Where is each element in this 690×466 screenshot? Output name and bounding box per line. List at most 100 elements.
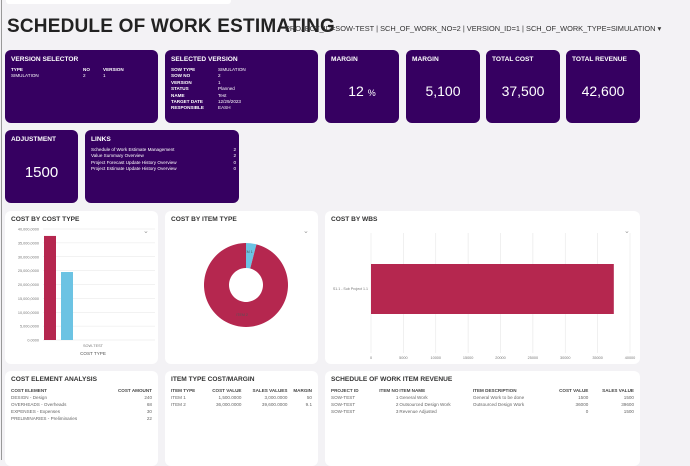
kpi-value: 12 % [348, 83, 376, 99]
address-bar[interactable] [6, 0, 231, 4]
table-row[interactable]: SOW-TEST 1 General Work General Work to be … [331, 394, 634, 400]
kpi-unit: % [367, 88, 376, 98]
kpi-value: 5,100 [425, 83, 461, 99]
selected-version-card: SELECTED VERSION SOW TYPE SIMULATION SOW N… [165, 50, 318, 123]
chevron-down-icon[interactable]: ⌄ [624, 228, 630, 235]
card-title: LINKS [91, 136, 111, 143]
table-row[interactable]: DESIGN - Design 240 [11, 394, 152, 400]
link-item[interactable]: Project Estimate Update History Overview… [91, 166, 236, 172]
version-row[interactable]: SIMULATION 2 1 [11, 73, 106, 79]
donut-slice[interactable] [204, 243, 288, 327]
x-tick-label: 15000 [463, 356, 474, 360]
table-header: ITEM TYPE COST VALUE SALES VALUES MARGIN [171, 387, 312, 393]
card-title: SCHEDULE OF WORK ITEM REVENUE [331, 376, 453, 383]
adjustment-card: ADJUSTMENT 1500 [5, 130, 78, 203]
x-tick-label: 25000 [528, 356, 539, 360]
card-title: ADJUSTMENT [11, 136, 57, 143]
bar[interactable] [371, 264, 614, 314]
kpi-card: MARGIN 12 % [325, 50, 399, 123]
field-row: STATUS Planned [171, 86, 235, 92]
table-row[interactable]: SOW-TEST 3 Revenue Adjusted 0 1500 [331, 409, 634, 415]
link-item[interactable]: Value Summary Overview 2 [91, 153, 236, 159]
x-tick-label: 35000 [592, 356, 603, 360]
page-title: SCHEDULE OF WORK ESTIMATING [7, 16, 336, 37]
kpi-title: TOTAL REVENUE [572, 56, 627, 63]
y-tick-label: 20,000,0000 [18, 283, 39, 287]
x-tick-label: 30000 [560, 356, 571, 360]
bar[interactable] [61, 272, 73, 340]
bar[interactable] [44, 235, 56, 340]
window-border [1, 0, 2, 460]
y-tick-label: 25,000,0000 [18, 269, 39, 273]
cost-by-wbs-card: COST BY WBS ⌄ 0 5000 10000 15000 20000 25000 3… [325, 211, 640, 364]
card-title: COST ELEMENT ANALYSIS [11, 376, 97, 383]
x-tick-label: 20000 [495, 356, 506, 360]
field-row: NAME Test [171, 92, 227, 98]
cost-by-item-type-card: COST BY ITEM TYPE ⌄ ITEM 1 ITEM 2 [165, 211, 318, 364]
item-type-card: ITEM TYPE COST/MARGIN ITEM TYPE COST VALU… [165, 371, 318, 466]
card-title: VERSION SELECTOR [11, 56, 79, 63]
x-tick-label: 5000 [399, 356, 407, 360]
kpi-card: MARGIN 5,100 [406, 50, 480, 123]
table-row[interactable]: EXPENSES - Expenses 30 [11, 409, 152, 415]
kpi-card: TOTAL COST 37,500 [486, 50, 560, 123]
y-tick-label: 5,000,0000 [20, 325, 39, 329]
bar-chart: 0.0000 5,000,0000 10,000,0000 15,000,0000 20… [18, 228, 155, 356]
kpi-title: MARGIN [331, 56, 358, 63]
y-tick-label: 35,000,0000 [18, 241, 39, 245]
chart-title: COST BY COST TYPE [11, 216, 80, 223]
link-item[interactable]: Schedule of Work Estimate Management 2 [91, 147, 236, 152]
y-tick-label: 0.0000 [27, 339, 39, 343]
slice-label: ITEM 2 [236, 313, 248, 317]
link-item[interactable]: Project Forecast Update History Overview… [91, 159, 236, 165]
field-row: VERSION 1 [171, 79, 221, 85]
donut-chart: ITEM 1 ITEM 2 [204, 243, 288, 327]
y-tick-label: 10,000,0000 [18, 311, 39, 315]
filter-dropdown[interactable]: PROJECT_ID=SOW-TEST | SCH_OF_WORK_NO=2 |… [285, 24, 662, 33]
table-row[interactable]: PRELIMINARIES - Preliminaries 22 [11, 416, 152, 422]
x-tick-label: 40000 [625, 356, 636, 360]
table-header: COST ELEMENT COST AMOUNT [11, 387, 152, 393]
chart-title: COST BY ITEM TYPE [171, 216, 237, 223]
x-tick-label: SOW-TEST [83, 344, 104, 348]
cost-by-cost-type-card: COST BY COST TYPE ⌄ 0.0000 5,000,0000 10,0… [5, 211, 158, 364]
kpi-title: TOTAL COST [492, 56, 534, 63]
table-header: TYPE NO VERSION [11, 67, 124, 72]
revenue-card: SCHEDULE OF WORK ITEM REVENUE PROJECT ID… [325, 371, 640, 466]
links-card: LINKS Schedule of Work Estimate Manageme… [85, 130, 239, 203]
kpi-card: TOTAL REVENUE 42,600 [566, 50, 640, 123]
table-row[interactable]: ITEM 2 36,000.0000 39,600.0000 9.1 [171, 401, 312, 407]
y-tick-label: 40,000,0000 [18, 228, 39, 232]
field-row: SOW TYPE SIMULATION [171, 67, 246, 72]
cost-element-table: COST ELEMENT COST AMOUNT DESIGN - Design 24… [11, 387, 152, 423]
kpi-value: 37,500 [501, 83, 545, 99]
horizontal-bar-chart: 0 5000 10000 15000 20000 25000 30000 35000 40000… [333, 233, 636, 360]
table-header: PROJECT ID ITEM NO ITEM NAME ITEM DESCRIPTI… [331, 387, 634, 393]
field-row: TARGET DATE 12/29/2023 [171, 99, 241, 105]
version-selector-card: VERSION SELECTOR TYPE NO VERSION SIMULATIO… [5, 50, 158, 123]
kpi-title: MARGIN [412, 56, 439, 63]
revenue-table: PROJECT ID ITEM NO ITEM NAME ITEM DESCRIPTI… [331, 387, 634, 416]
card-title: ITEM TYPE COST/MARGIN [171, 376, 255, 383]
item-type-table: ITEM TYPE COST VALUE SALES VALUES MARGIN ITE… [171, 387, 312, 409]
chart-title: COST BY WBS [331, 216, 378, 223]
table-row[interactable]: SOW-TEST 2 Outsourced Design Work Outsource… [331, 401, 634, 407]
slice-label: ITEM 1 [241, 250, 253, 254]
cost-element-card: COST ELEMENT ANALYSIS COST ELEMENT COST A… [5, 371, 158, 466]
chevron-down-icon[interactable]: ⌄ [143, 228, 149, 235]
donut-slice[interactable] [246, 243, 257, 269]
field-row: SOW NO 2 [171, 73, 221, 79]
field-row: RESPONSIBLE EASH [171, 105, 231, 111]
table-row[interactable]: ITEM 1 1,500.0000 3,000.0000 50 [171, 394, 312, 400]
table-row[interactable]: OVERHEADS - Overheads 68 [11, 401, 152, 407]
card-title: SELECTED VERSION [171, 56, 238, 63]
adjustment-value: 1500 [24, 164, 59, 181]
x-tick-label: 10000 [430, 356, 441, 360]
x-tick-label: 0 [370, 356, 372, 360]
x-axis-label: COST TYPE [80, 351, 106, 356]
y-tick-label: 15,000,0000 [18, 297, 39, 301]
y-tick-label: S1.1 - Sub Project 1.1 [333, 287, 368, 291]
kpi-value: 42,600 [581, 83, 625, 99]
y-tick-label: 30,000,0000 [18, 255, 39, 259]
chevron-down-icon[interactable]: ⌄ [303, 228, 309, 235]
